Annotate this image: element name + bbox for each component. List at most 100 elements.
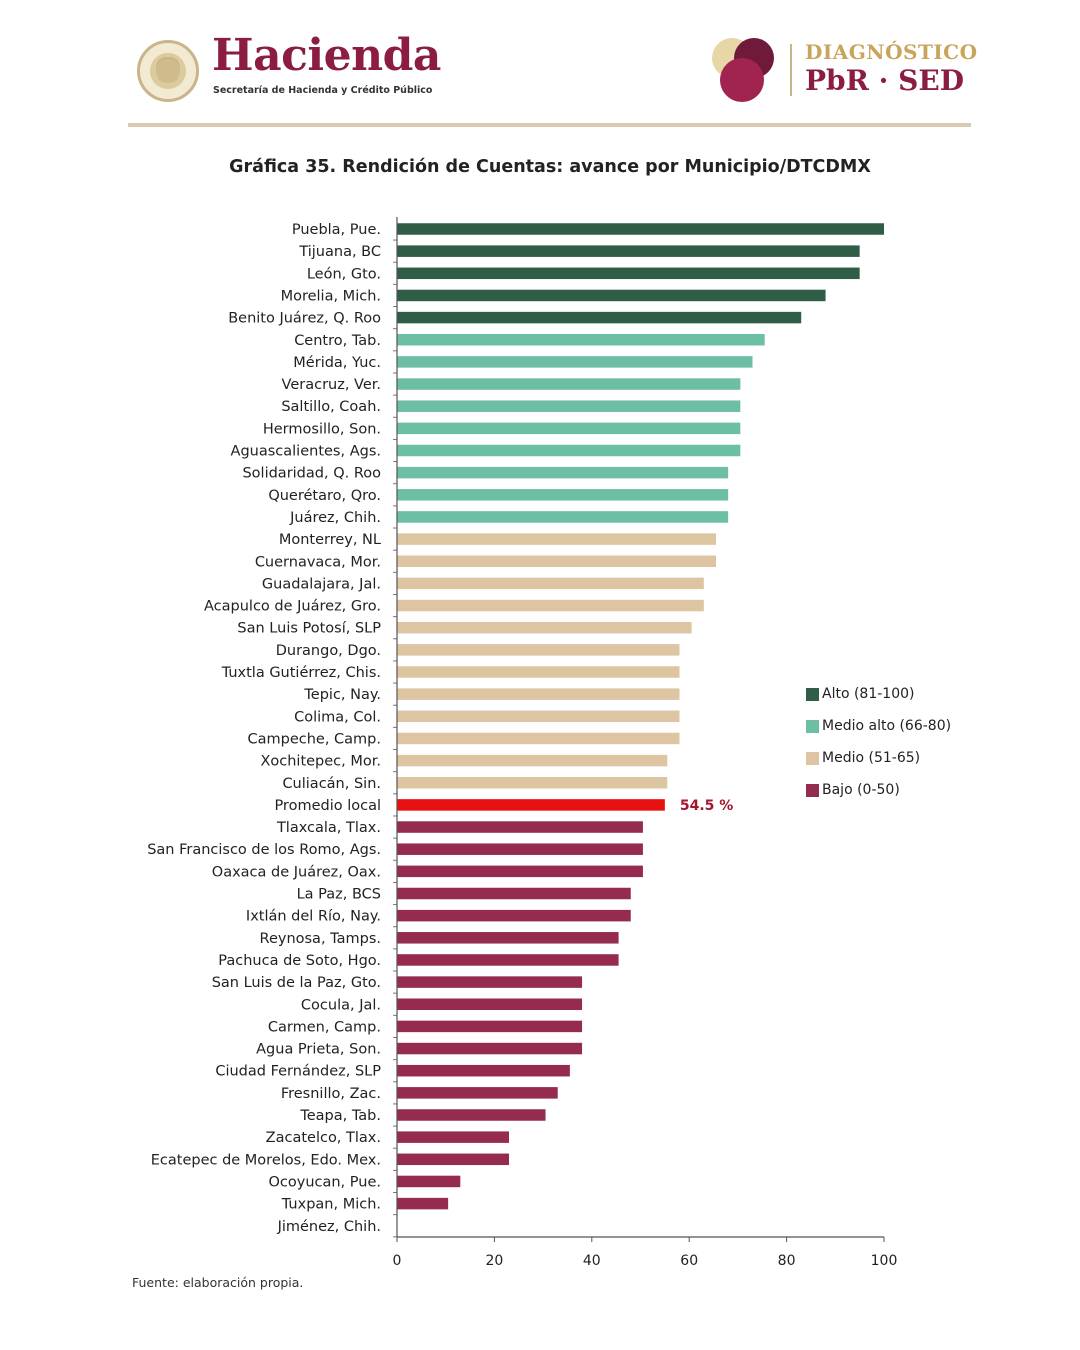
category-label: Saltillo, Coah. bbox=[281, 399, 381, 415]
legend-swatch-alto bbox=[806, 687, 819, 701]
bar bbox=[397, 400, 741, 412]
category-label: Puebla, Pue. bbox=[292, 222, 381, 238]
bar bbox=[397, 1109, 546, 1121]
logo-divider bbox=[790, 44, 792, 96]
bar bbox=[397, 932, 619, 944]
category-label: Aguascalientes, Ags. bbox=[231, 444, 381, 460]
bar bbox=[397, 909, 631, 922]
bar bbox=[397, 1131, 510, 1143]
bar bbox=[397, 555, 716, 567]
bar bbox=[397, 334, 765, 346]
category-label: Tuxtla Gutiérrez, Chis. bbox=[221, 665, 381, 681]
bar bbox=[397, 843, 643, 855]
bar bbox=[397, 511, 729, 523]
category-label: Culiacán, Sin. bbox=[282, 776, 381, 792]
category-label: Promedio local bbox=[274, 798, 381, 814]
logo-line-1: DIAGNÓSTICO bbox=[805, 40, 978, 64]
bar bbox=[397, 444, 741, 457]
category-label: Morelia, Mich. bbox=[281, 288, 381, 304]
category-label: Solidaridad, Q. Roo bbox=[242, 466, 381, 482]
bar bbox=[397, 577, 704, 590]
x-tick-label: 0 bbox=[393, 1253, 402, 1269]
legend-item-alto: Alto (81-100) bbox=[806, 678, 951, 710]
bar bbox=[397, 1175, 461, 1188]
category-label: Fresnillo, Zac. bbox=[281, 1086, 381, 1102]
category-label: Ixtlán del Río, Nay. bbox=[246, 909, 381, 925]
x-tick-label: 40 bbox=[583, 1253, 601, 1269]
category-label: San Luis Potosí, SLP bbox=[237, 621, 381, 637]
x-tick-label: 60 bbox=[680, 1253, 698, 1269]
legend-item-medio-alto: Medio alto (66-80) bbox=[806, 710, 951, 742]
legend-label-medio: Medio (51-65) bbox=[822, 750, 921, 766]
category-label: Tepic, Nay. bbox=[303, 687, 381, 703]
category-label: Colima, Col. bbox=[294, 709, 381, 725]
brand-title: Hacienda bbox=[212, 30, 441, 81]
pbr-sed-logo-icon bbox=[712, 38, 774, 102]
category-label: Veracruz, Ver. bbox=[282, 377, 381, 393]
bar bbox=[397, 666, 680, 678]
category-label: Durango, Dgo. bbox=[276, 643, 381, 659]
brand-subtitle: Secretaría de Hacienda y Crédito Público bbox=[213, 85, 433, 96]
bar bbox=[397, 998, 583, 1010]
legend-label-medio-alto: Medio alto (66-80) bbox=[822, 718, 952, 734]
bar bbox=[397, 954, 619, 966]
bar bbox=[397, 533, 716, 545]
bar bbox=[397, 356, 753, 368]
bar bbox=[397, 1153, 510, 1166]
bar bbox=[397, 466, 729, 479]
category-label: Teapa, Tab. bbox=[299, 1108, 381, 1124]
category-label: La Paz, BCS bbox=[297, 887, 381, 903]
logo-line-2: PbR · SED bbox=[805, 64, 964, 97]
source-note: Fuente: elaboración propia. bbox=[132, 1275, 304, 1290]
bar bbox=[397, 599, 704, 612]
category-label: Guadalajara, Jal. bbox=[262, 576, 381, 592]
category-label: Xochitepec, Mor. bbox=[260, 754, 381, 770]
bar bbox=[397, 223, 884, 235]
legend-item-medio: Medio (51-65) bbox=[806, 742, 951, 774]
chart-title: Gráfica 35. Rendición de Cuentas: avance… bbox=[229, 157, 871, 177]
legend-label-alto: Alto (81-100) bbox=[822, 686, 915, 702]
bar bbox=[397, 732, 680, 745]
bar bbox=[397, 865, 643, 878]
bar bbox=[397, 1020, 583, 1033]
category-label: San Luis de la Paz, Gto. bbox=[212, 975, 381, 991]
category-label: Hermosillo, Son. bbox=[263, 421, 381, 437]
x-tick-label: 80 bbox=[778, 1253, 796, 1269]
bar bbox=[397, 887, 631, 900]
bar bbox=[397, 1064, 570, 1077]
legend-label-bajo: Bajo (0-50) bbox=[822, 782, 900, 798]
bar bbox=[397, 489, 729, 501]
header-rule bbox=[128, 123, 971, 127]
bar bbox=[397, 1197, 449, 1210]
category-label: San Francisco de los Romo, Ags. bbox=[147, 842, 381, 858]
category-label: Benito Juárez, Q. Roo bbox=[228, 311, 381, 327]
bar bbox=[397, 688, 680, 700]
category-label: Tuxpan, Mich. bbox=[281, 1197, 381, 1213]
legend-swatch-bajo bbox=[806, 783, 819, 797]
bar bbox=[397, 976, 583, 988]
bar bbox=[397, 777, 668, 789]
category-label: Mérida, Yuc. bbox=[293, 355, 381, 371]
legend-item-bajo: Bajo (0-50) bbox=[806, 774, 951, 806]
bar bbox=[397, 267, 860, 280]
bar bbox=[397, 754, 668, 767]
bar bbox=[397, 378, 741, 390]
bar bbox=[397, 799, 665, 811]
chart-legend: Alto (81-100) Medio alto (66-80) Medio (… bbox=[806, 678, 951, 806]
category-label: Cocula, Jal. bbox=[301, 997, 381, 1013]
category-label: Centro, Tab. bbox=[294, 333, 381, 349]
bar bbox=[397, 245, 860, 257]
category-label: Cuernavaca, Mor. bbox=[255, 554, 381, 570]
national-seal-icon bbox=[137, 40, 199, 102]
category-label: Tijuana, BC bbox=[298, 244, 381, 260]
bar bbox=[397, 311, 802, 324]
x-tick-label: 100 bbox=[871, 1253, 898, 1269]
category-label: Ciudad Fernández, SLP bbox=[215, 1064, 381, 1080]
category-label: Carmen, Camp. bbox=[268, 1019, 381, 1035]
category-label: Ocoyucan, Pue. bbox=[268, 1174, 381, 1190]
category-label: Juárez, Chih. bbox=[289, 510, 381, 526]
legend-swatch-medio bbox=[806, 751, 819, 765]
category-label: Querétaro, Qro. bbox=[268, 488, 381, 504]
category-label: Agua Prieta, Son. bbox=[256, 1042, 381, 1058]
